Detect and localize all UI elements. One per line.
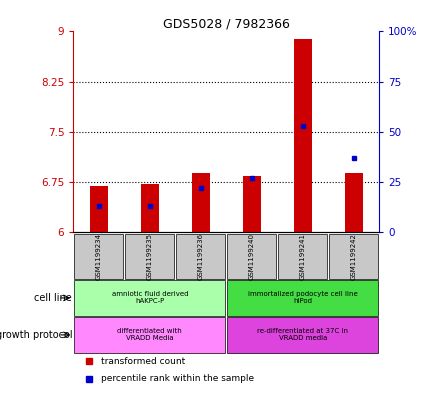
Bar xyxy=(293,39,311,232)
Bar xyxy=(329,234,378,279)
Text: cell line: cell line xyxy=(34,293,72,303)
Text: transformed count: transformed count xyxy=(101,356,184,365)
Text: growth protocol: growth protocol xyxy=(0,330,72,340)
Text: GSM1199236: GSM1199236 xyxy=(197,233,203,280)
Bar xyxy=(242,176,260,232)
Title: GDS5028 / 7982366: GDS5028 / 7982366 xyxy=(163,17,289,30)
Text: amniotic fluid derived
hAKPC-P: amniotic fluid derived hAKPC-P xyxy=(111,292,187,305)
Bar xyxy=(191,173,209,232)
Bar xyxy=(74,280,225,316)
Text: GSM1199242: GSM1199242 xyxy=(350,233,356,280)
Text: re-differentiated at 37C in
VRADD media: re-differentiated at 37C in VRADD media xyxy=(257,329,347,342)
Bar xyxy=(89,185,108,232)
Bar xyxy=(125,234,174,279)
Text: GSM1199240: GSM1199240 xyxy=(248,233,254,280)
Text: differentiated with
VRADD Media: differentiated with VRADD Media xyxy=(117,329,182,342)
Bar xyxy=(74,317,225,353)
Text: GSM1199235: GSM1199235 xyxy=(147,233,152,280)
Bar xyxy=(278,234,326,279)
Bar xyxy=(227,234,276,279)
Text: percentile rank within the sample: percentile rank within the sample xyxy=(101,374,253,383)
Bar xyxy=(344,173,362,232)
Bar xyxy=(227,280,378,316)
Text: GSM1199241: GSM1199241 xyxy=(299,233,305,280)
Bar xyxy=(141,184,158,232)
Text: GSM1199234: GSM1199234 xyxy=(95,233,101,280)
Text: immortalized podocyte cell line
hIPod: immortalized podocyte cell line hIPod xyxy=(247,292,357,305)
Bar xyxy=(176,234,225,279)
Bar xyxy=(227,317,378,353)
Bar xyxy=(74,234,123,279)
